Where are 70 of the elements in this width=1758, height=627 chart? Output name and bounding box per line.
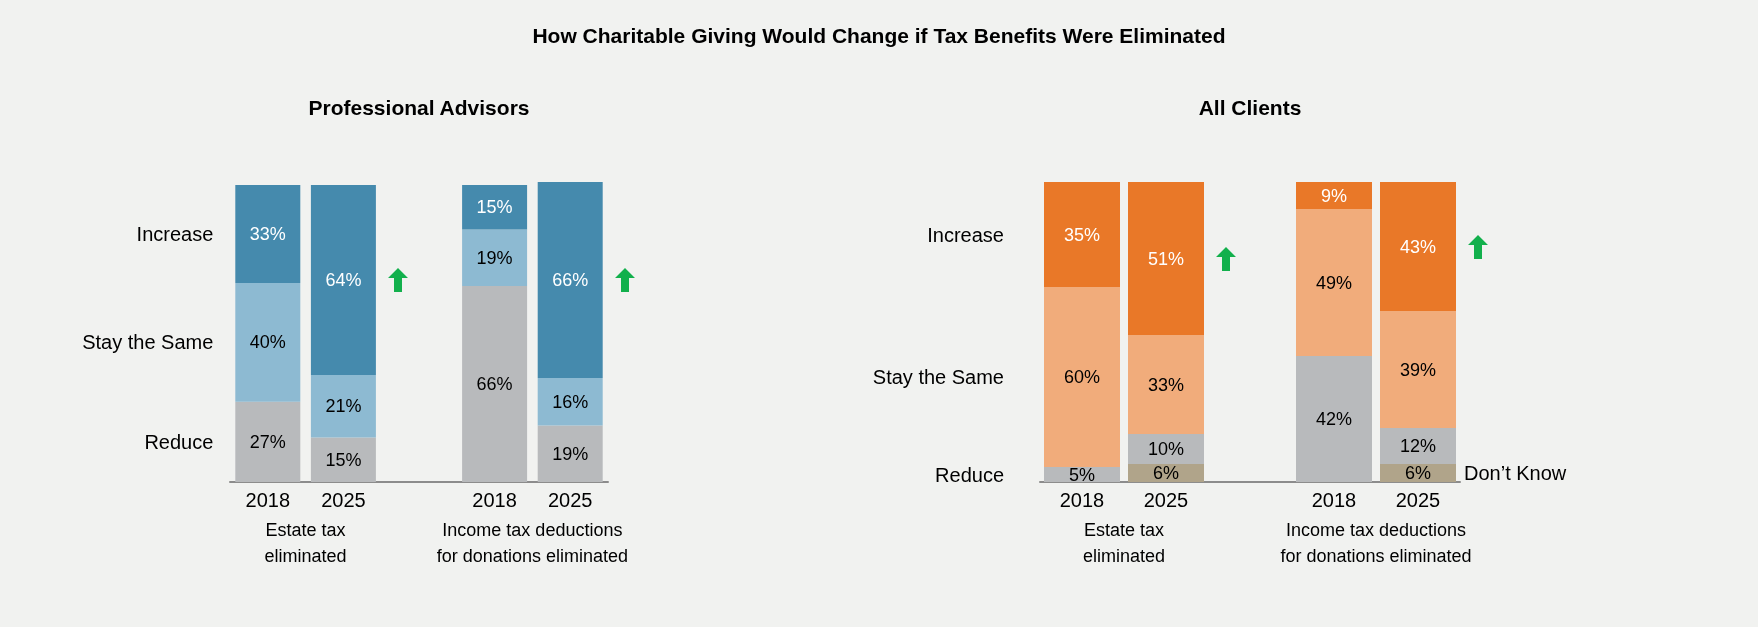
- bar: [235, 401, 301, 482]
- bar: [1296, 356, 1372, 482]
- x-tick-label: 2025: [321, 489, 366, 511]
- data-label: 51%: [1147, 248, 1185, 269]
- bar: [537, 425, 603, 482]
- bar: [462, 285, 528, 482]
- data-label: 19%: [552, 443, 589, 464]
- chart-subtitle: All Clients: [1197, 96, 1303, 120]
- bar: [1380, 182, 1456, 311]
- text: Estate tax eliminated: [264, 520, 347, 566]
- series-label: Increase: [136, 221, 214, 247]
- text: Estate tax eliminated: [1082, 520, 1166, 566]
- x-tick-label: 2018: [245, 489, 291, 511]
- data-label: 12%: [1399, 436, 1437, 456]
- series-label: Stay the Same: [872, 365, 1004, 390]
- text: How Charitable Giving Would Change if Tax Benefits Were Eliminated: [531, 24, 1227, 48]
- data-label: 19%: [476, 247, 513, 268]
- bar: [1044, 287, 1120, 467]
- data-label: 6%: [1152, 463, 1180, 483]
- data-label: 35%: [1063, 224, 1101, 245]
- data-label: 15%: [476, 197, 513, 218]
- text: Income tax deductions for donations eliminated: [435, 519, 629, 568]
- data-label: 64%: [325, 270, 362, 291]
- bar: [537, 378, 603, 426]
- bar: [1044, 182, 1120, 287]
- x-tick-label: 2018: [1059, 489, 1105, 511]
- data-label: 16%: [552, 391, 589, 412]
- data-label: 66%: [552, 270, 589, 291]
- data-label: 49%: [1315, 272, 1353, 293]
- data-label: 6%: [1404, 463, 1432, 483]
- bar: [1380, 311, 1456, 428]
- series-label: Reduce: [935, 462, 1004, 488]
- x-tick-label: 2025: [547, 489, 593, 511]
- chart-subtitle: Professional Advisors: [307, 96, 531, 120]
- data-label: 27%: [249, 431, 286, 452]
- data-label: 40%: [249, 332, 286, 353]
- bar: [1296, 182, 1372, 209]
- series-label: Don’t Know: [1464, 461, 1567, 486]
- bar: [310, 437, 376, 482]
- bar: [235, 282, 301, 402]
- data-label: 33%: [249, 223, 286, 244]
- data-label: 66%: [476, 373, 513, 394]
- x-tick-label: 2025: [1143, 489, 1189, 511]
- data-label: 39%: [1399, 359, 1437, 380]
- bar: [462, 184, 528, 230]
- bar: [462, 229, 528, 286]
- bar: [235, 184, 301, 283]
- bar: [310, 184, 376, 376]
- data-label: 42%: [1315, 409, 1353, 429]
- data-label: 5%: [1068, 464, 1096, 485]
- x-tick-label: 2018: [1311, 489, 1357, 511]
- bar: [310, 375, 376, 438]
- data-label: 10%: [1147, 439, 1185, 459]
- x-tick-label: 2025: [1395, 489, 1441, 511]
- series-label: Stay the Same: [82, 330, 214, 356]
- bar: [1296, 209, 1372, 356]
- bar: [1380, 428, 1456, 464]
- data-label: 60%: [1063, 367, 1101, 387]
- data-label: 33%: [1147, 374, 1185, 395]
- bar: [1128, 335, 1204, 434]
- data-label: 21%: [325, 396, 362, 417]
- text: Income tax deductions for donations eliminated: [1279, 519, 1473, 568]
- data-label: 15%: [325, 449, 362, 470]
- series-label: Reduce: [144, 429, 214, 455]
- data-label: 43%: [1399, 236, 1437, 257]
- x-tick-label: 2018: [472, 489, 517, 511]
- series-label: Increase: [927, 222, 1004, 248]
- bar: [537, 182, 603, 379]
- bar: [1128, 182, 1204, 335]
- data-label: 9%: [1320, 185, 1348, 206]
